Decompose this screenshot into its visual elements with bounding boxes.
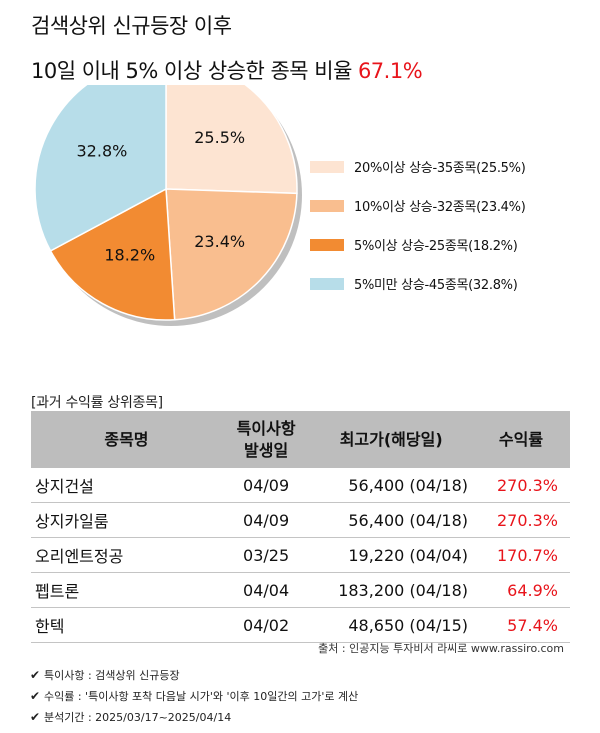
high-price: 183,200 (04/18) xyxy=(310,572,473,608)
title-line-2: 10일 이내 5% 이상 상승한 종목 비율 67.1% xyxy=(31,55,423,85)
table-row: 상지건설 04/09 56,400 (04/18) 270.3% xyxy=(31,468,570,503)
pie-chart: 25.5% 23.4% 18.2% 32.8% xyxy=(34,85,302,326)
legend-swatch xyxy=(310,161,344,173)
legend-label: 5%미만 상승-45종목(32.8%) xyxy=(354,278,518,293)
footnote: ✔ 분석기간 : 2025/03/17~2025/04/14 xyxy=(30,709,358,730)
return-rate: 270.3% xyxy=(472,502,570,538)
high-price: 19,220 (04/04) xyxy=(310,537,473,573)
title-text: 10일 이내 5% 이상 상승한 종목 비율 xyxy=(31,59,352,83)
footnote-text: 수익률 : '특이사항 포착 다음날 시가'와 '이후 10일간의 고가'로 계… xyxy=(44,690,359,703)
event-date: 04/04 xyxy=(221,572,311,608)
pie-slice xyxy=(49,187,176,321)
return-rate: 170.7% xyxy=(472,537,570,573)
footnote: ✔ 수익률 : '특이사항 포착 다음날 시가'와 '이후 10일간의 고가'로 … xyxy=(30,688,358,709)
stock-name: 상지카일룸 xyxy=(31,502,222,538)
return-rate: 270.3% xyxy=(472,468,570,503)
event-date: 04/02 xyxy=(221,607,311,643)
legend-label: 5%이상 상승-25종목(18.2%) xyxy=(354,239,518,254)
event-date: 04/09 xyxy=(221,502,311,538)
header-return: 수익률 xyxy=(472,411,570,468)
table-header-row: 종목명 특이사항 발생일 최고가(해당일) 수익률 xyxy=(31,411,570,468)
source-credit: 출처 : 인공지능 투자비서 라씨로 www.rassiro.com xyxy=(318,642,564,655)
table-row: 펩트론 04/04 183,200 (04/18) 64.9% xyxy=(31,572,570,608)
slice-value-label: 32.8% xyxy=(77,142,128,161)
legend-swatch xyxy=(310,200,344,212)
checkmark-icon: ✔ xyxy=(30,668,41,682)
event-date: 04/09 xyxy=(221,468,311,503)
pie-slice xyxy=(165,85,298,195)
header-event-date-line1: 특이사항 xyxy=(236,418,296,438)
legend-swatch xyxy=(310,239,344,251)
stock-name: 한텍 xyxy=(31,607,222,643)
slice-value-label: 25.5% xyxy=(194,128,245,147)
event-date: 03/25 xyxy=(221,537,311,573)
header-event-date: 특이사항 발생일 xyxy=(221,411,311,468)
title-line-1: 검색상위 신규등장 이후 xyxy=(31,14,232,38)
legend-label: 10%이상 상승-32종목(23.4%) xyxy=(354,200,526,215)
stock-name: 오리엔트정공 xyxy=(31,537,222,573)
pie-slice xyxy=(34,85,167,252)
table-row: 한텍 04/02 48,650 (04/15) 57.4% xyxy=(31,607,570,643)
return-rate: 64.9% xyxy=(472,572,570,608)
return-rate: 57.4% xyxy=(472,607,570,643)
top-stocks-table: 종목명 특이사항 발생일 최고가(해당일) 수익률 상지건설 04/09 56,4… xyxy=(31,411,570,643)
stock-name: 상지건설 xyxy=(31,468,222,503)
table-row: 오리엔트정공 03/25 19,220 (04/04) 170.7% xyxy=(31,537,570,573)
slice-value-label: 18.2% xyxy=(104,245,155,264)
checkmark-icon: ✔ xyxy=(30,689,41,703)
header-event-date-line2: 발생일 xyxy=(244,440,289,460)
footnote-text: 분석기간 : 2025/03/17~2025/04/14 xyxy=(44,711,232,724)
high-price: 56,400 (04/18) xyxy=(310,468,473,503)
slice-value-label: 23.4% xyxy=(194,232,245,251)
pie-slice xyxy=(165,188,298,321)
footnote: ✔ 특이사항 : 검색상위 신규등장 xyxy=(30,667,358,688)
header-stock-name: 종목명 xyxy=(31,411,222,468)
high-price: 48,650 (04/15) xyxy=(310,607,473,643)
stock-name: 펩트론 xyxy=(31,572,222,608)
footnotes: ✔ 특이사항 : 검색상위 신규등장 ✔ 수익률 : '특이사항 포착 다음날 시가… xyxy=(30,667,358,730)
footnote-text: 특이사항 : 검색상위 신규등장 xyxy=(44,669,180,682)
high-price: 56,400 (04/18) xyxy=(310,502,473,538)
table-caption: [과거 수익률 상위종목] xyxy=(31,395,163,411)
header-high-price: 최고가(해당일) xyxy=(310,411,473,468)
table-row: 상지카일룸 04/09 56,400 (04/18) 270.3% xyxy=(31,502,570,538)
legend-label: 20%이상 상승-35종목(25.5%) xyxy=(354,161,526,176)
checkmark-icon: ✔ xyxy=(30,710,41,724)
legend-swatch xyxy=(310,278,344,290)
title-percentage: 67.1% xyxy=(357,59,423,83)
